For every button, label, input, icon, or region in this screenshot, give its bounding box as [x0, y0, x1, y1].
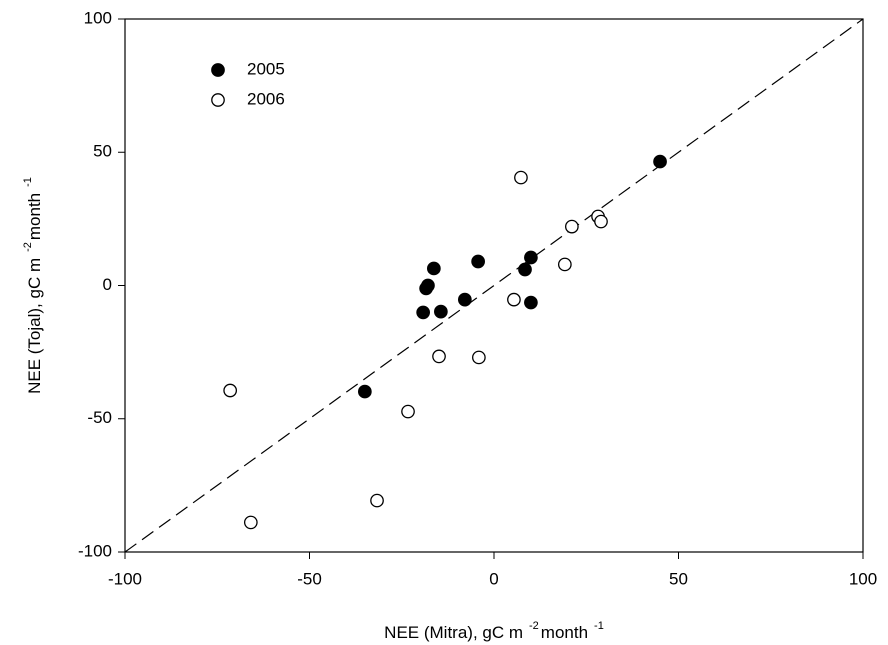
x-tick-label: -50 [297, 569, 322, 588]
point [357, 384, 372, 399]
legend-label: 2006 [247, 89, 285, 108]
point [457, 292, 472, 307]
point [565, 219, 579, 234]
point [594, 214, 608, 229]
superscript: -2 [529, 620, 539, 632]
label-part: month [25, 193, 44, 240]
legend-marker [211, 93, 225, 107]
point [514, 170, 528, 185]
y-tick-label: 0 [103, 275, 112, 294]
legend-marker [211, 63, 225, 77]
point [518, 262, 532, 277]
label-part: NEE (Mitra), gC m [384, 623, 523, 642]
y-tick-label: -50 [87, 408, 112, 427]
x-tick-label: -100 [108, 569, 142, 588]
point [223, 383, 238, 398]
x-tick-label: 50 [669, 569, 688, 588]
superscript: -2 [22, 242, 34, 252]
point [557, 257, 572, 272]
legend-label: 2005 [247, 59, 285, 78]
y-tick-label: 100 [84, 8, 112, 27]
point [370, 493, 384, 508]
x-tick-label: 0 [489, 569, 498, 588]
point [434, 304, 448, 319]
point [471, 254, 485, 269]
x-tick-label: 100 [849, 569, 877, 588]
point [427, 261, 441, 276]
point [416, 305, 431, 320]
point [432, 349, 446, 364]
point [653, 154, 667, 169]
label-part: NEE (Tojal), gC m [25, 258, 44, 394]
y-tick-label: -100 [78, 541, 112, 560]
superscript: -1 [22, 177, 34, 187]
point [419, 281, 433, 296]
superscript: -1 [594, 620, 604, 632]
point [243, 515, 258, 530]
label-part: month [541, 623, 588, 642]
point [524, 295, 538, 310]
point [524, 250, 538, 265]
x-axis-label: NEE (Mitra), gC m -2 month -1 [384, 620, 604, 643]
point [507, 292, 521, 307]
point [401, 404, 415, 419]
y-tick-label: 50 [93, 142, 112, 161]
point [472, 350, 486, 365]
y-axis-label: NEE (Tojal), gC m -2 month -1 [22, 177, 45, 394]
one-to-one-line [124, 18, 864, 553]
